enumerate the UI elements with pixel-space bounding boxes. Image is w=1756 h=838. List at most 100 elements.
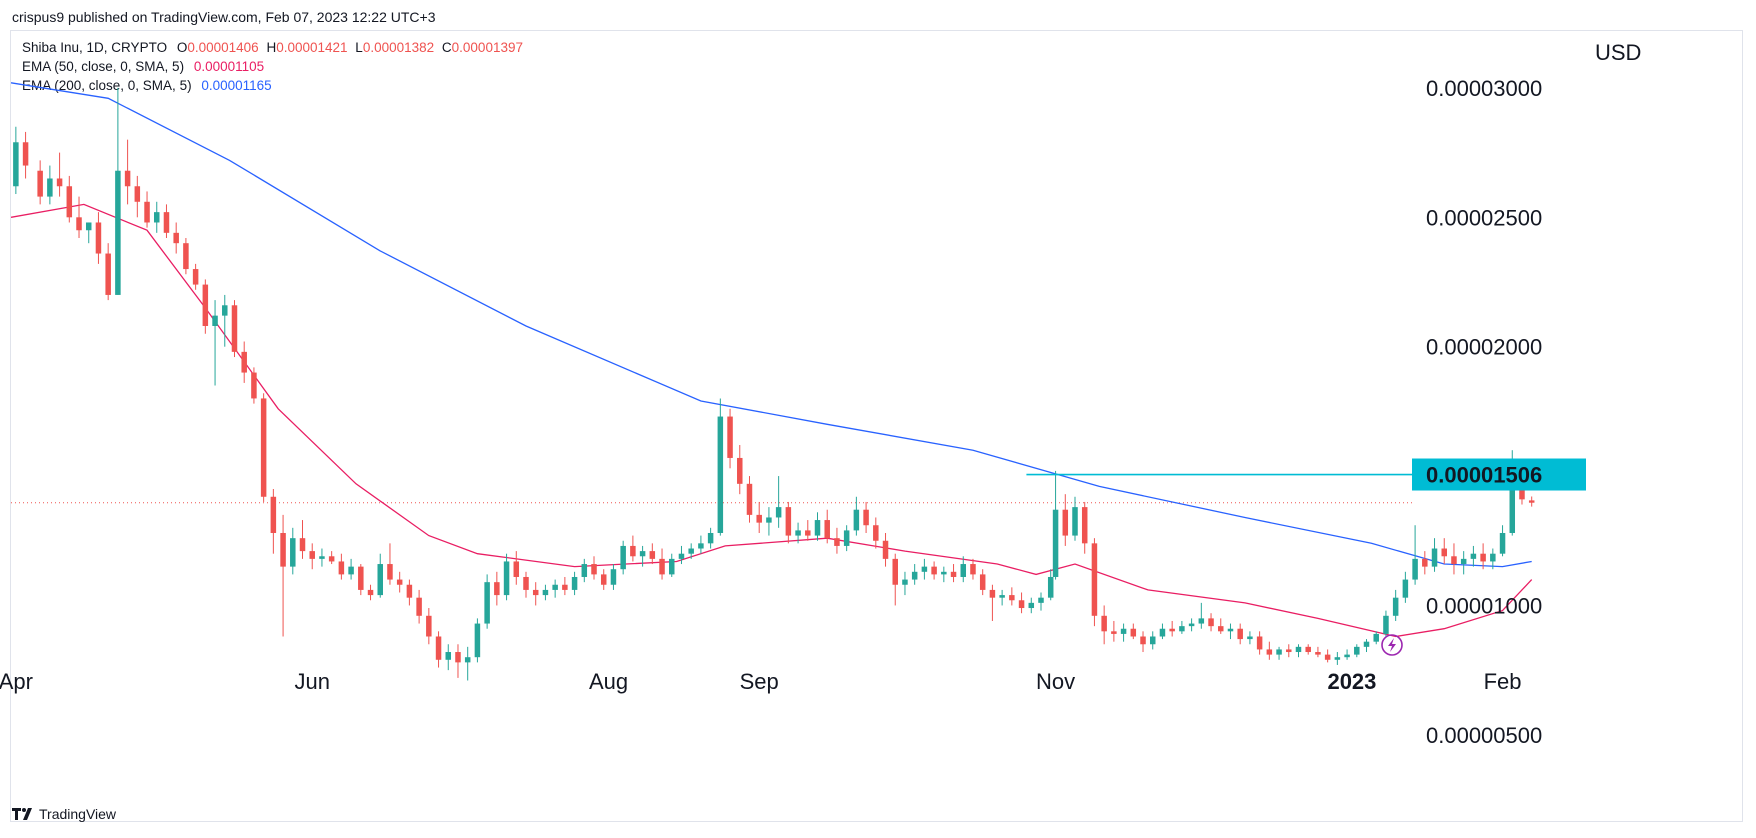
candle[interactable] <box>999 589 1005 606</box>
candle[interactable] <box>737 445 743 495</box>
candle[interactable] <box>1130 623 1137 640</box>
candle[interactable] <box>620 540 626 575</box>
candle[interactable] <box>970 558 976 580</box>
candle[interactable] <box>1256 631 1263 655</box>
candle[interactable] <box>1018 592 1025 614</box>
symbol-legend-row[interactable]: Shiba Inu, 1D, CRYPTO O0.00001406 H0.000… <box>22 40 523 55</box>
candle[interactable] <box>795 522 801 544</box>
candle[interactable] <box>1081 501 1088 554</box>
candle[interactable] <box>144 191 150 228</box>
candle[interactable] <box>1383 610 1389 637</box>
candle[interactable] <box>814 512 821 541</box>
candle[interactable] <box>435 631 442 668</box>
candle[interactable] <box>1363 639 1370 653</box>
candle[interactable] <box>115 87 121 295</box>
candle[interactable] <box>1470 545 1477 567</box>
candle[interactable] <box>834 527 840 554</box>
candle[interactable] <box>309 543 315 570</box>
candle[interactable] <box>1402 571 1409 603</box>
candle[interactable] <box>843 525 850 552</box>
candle[interactable] <box>824 509 830 544</box>
candle[interactable] <box>1499 525 1506 557</box>
candle[interactable] <box>600 569 607 590</box>
candle[interactable] <box>989 584 996 621</box>
candle[interactable] <box>358 564 364 596</box>
candle[interactable] <box>1422 551 1428 575</box>
candle[interactable] <box>639 545 646 567</box>
candle[interactable] <box>1276 646 1282 660</box>
candle[interactable] <box>1373 631 1379 645</box>
candle[interactable] <box>105 243 111 301</box>
candle[interactable] <box>377 553 383 598</box>
candle[interactable] <box>1441 538 1447 565</box>
candle[interactable] <box>251 367 257 404</box>
candle[interactable] <box>902 571 908 596</box>
candle[interactable] <box>921 558 928 580</box>
candle[interactable] <box>513 551 520 585</box>
candle[interactable] <box>1028 597 1035 614</box>
candle[interactable] <box>241 341 247 383</box>
candle[interactable] <box>1120 623 1127 642</box>
candle[interactable] <box>290 527 296 575</box>
candle[interactable] <box>960 556 967 583</box>
candle[interactable] <box>1169 620 1175 637</box>
candle[interactable] <box>1227 623 1234 640</box>
candle[interactable] <box>37 160 43 205</box>
ema50-legend-row[interactable]: EMA (50, close, 0, SMA, 5) 0.00001105 <box>22 59 264 74</box>
candle[interactable] <box>1188 618 1195 632</box>
candle[interactable] <box>387 543 393 585</box>
candle[interactable] <box>1431 538 1438 572</box>
candle[interactable] <box>1091 538 1098 627</box>
candle[interactable] <box>649 543 656 565</box>
candle[interactable] <box>853 496 860 536</box>
candle[interactable] <box>1412 525 1418 585</box>
candle[interactable] <box>474 618 481 663</box>
candle[interactable] <box>756 501 762 533</box>
candle[interactable] <box>1266 641 1273 660</box>
candle[interactable] <box>678 545 685 565</box>
candle[interactable] <box>13 126 19 195</box>
chart-frame[interactable] <box>10 30 1743 822</box>
candle[interactable] <box>1392 589 1399 621</box>
candle[interactable] <box>766 507 772 536</box>
candle[interactable] <box>532 582 539 606</box>
candle[interactable] <box>280 514 286 637</box>
candle[interactable] <box>571 571 578 596</box>
candle[interactable] <box>328 551 335 565</box>
candle[interactable] <box>581 558 588 583</box>
candle[interactable] <box>503 553 510 601</box>
candle[interactable] <box>1247 631 1253 645</box>
candle[interactable] <box>542 584 549 601</box>
candle[interactable] <box>727 408 733 469</box>
candle[interactable] <box>805 520 811 541</box>
ema200-legend-row[interactable]: EMA (200, close, 0, SMA, 5) 0.00001165 <box>22 78 272 93</box>
candle[interactable] <box>931 561 937 580</box>
candle[interactable] <box>717 398 724 536</box>
candle[interactable] <box>445 644 452 671</box>
candle[interactable] <box>95 212 102 264</box>
candle[interactable] <box>56 152 63 197</box>
candle[interactable] <box>1101 605 1107 645</box>
candle[interactable] <box>1315 646 1321 658</box>
candle[interactable] <box>562 576 568 596</box>
candle[interactable] <box>669 553 675 577</box>
candle[interactable] <box>1295 644 1302 658</box>
candle[interactable] <box>707 527 714 549</box>
candle[interactable] <box>630 535 636 562</box>
tradingview-brand[interactable]: TradingView <box>12 806 116 822</box>
candle[interactable] <box>464 646 471 681</box>
candle[interactable] <box>76 196 82 239</box>
candle[interactable] <box>523 571 529 598</box>
candle[interactable] <box>941 566 947 583</box>
candle[interactable] <box>863 501 869 533</box>
candle[interactable] <box>873 517 879 549</box>
candle[interactable] <box>1208 613 1214 632</box>
candle[interactable] <box>659 548 665 580</box>
candle[interactable] <box>785 501 792 544</box>
candle[interactable] <box>416 589 422 624</box>
candle[interactable] <box>610 564 617 590</box>
candle[interactable] <box>231 300 238 358</box>
candle[interactable] <box>1062 494 1069 546</box>
candle[interactable] <box>892 553 898 606</box>
